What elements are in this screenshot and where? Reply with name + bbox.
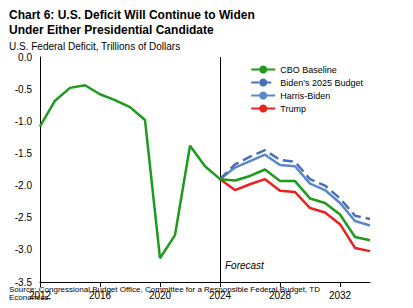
svg-text:U.S. Federal Deficit, Trillion: U.S. Federal Deficit, Trillions of Dolla… (9, 41, 180, 52)
svg-text:-3.0: -3.0 (15, 244, 33, 255)
svg-text:CBO Baseline: CBO Baseline (280, 65, 337, 75)
svg-text:Harris-Biden: Harris-Biden (280, 91, 330, 101)
svg-text:Source: Congressional Budget O: Source: Congressional Budget Office, Com… (9, 285, 322, 294)
svg-text:2020: 2020 (148, 289, 172, 301)
svg-text:-1.5: -1.5 (15, 148, 33, 159)
svg-text:Chart 6: U.S. Deficit Will Con: Chart 6: U.S. Deficit Will Continue to W… (9, 8, 258, 22)
svg-text:-2.0: -2.0 (15, 180, 33, 191)
svg-text:-2.5: -2.5 (15, 212, 33, 223)
svg-text:-1.0: -1.0 (15, 116, 33, 127)
svg-text:2032: 2032 (329, 290, 352, 301)
svg-text:-3.5: -3.5 (14, 276, 32, 288)
svg-text:2024: 2024 (208, 289, 232, 301)
svg-text:2016: 2016 (88, 289, 112, 301)
svg-text:Under Either Presidential Cand: Under Either Presidential Candidate (9, 23, 214, 37)
svg-text:Forecast: Forecast (225, 260, 265, 271)
svg-text:Biden's 2025 Budget: Biden's 2025 Budget (280, 78, 363, 88)
svg-text:0.0: 0.0 (18, 52, 32, 63)
svg-text:2028: 2028 (268, 289, 292, 301)
svg-text:-0.5: -0.5 (15, 84, 33, 95)
svg-text:Trump: Trump (280, 104, 306, 114)
svg-text:Economics.: Economics. (9, 293, 50, 302)
